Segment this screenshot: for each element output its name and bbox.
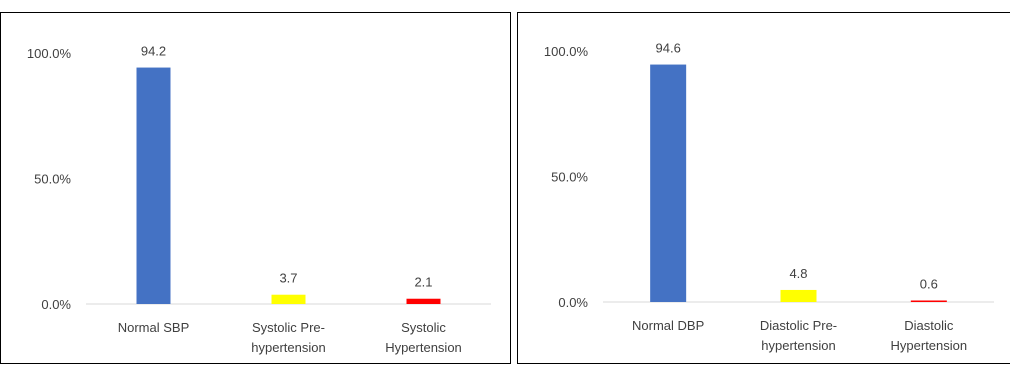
x-tick-label: Diastolic [904, 318, 954, 333]
bar [780, 289, 817, 302]
y-tick-label: 100.0% [27, 46, 72, 61]
bar [406, 298, 441, 304]
x-tick-label: Normal SBP [118, 320, 190, 335]
chart-systolic-svg: 0.0% 50.0% 100.0% 94.2 Normal SBP 3.7 Systolic… [27, 44, 491, 355]
chart-systolic: 0.0% 50.0% 100.0% 94.2 Normal SBP 3.7 Systolic… [0, 12, 511, 364]
data-label: 3.7 [279, 271, 297, 286]
x-tick-label: Diastolic Pre- [760, 318, 837, 333]
bar [271, 294, 306, 304]
bar [910, 300, 947, 302]
x-tick-label: Normal DBP [632, 318, 704, 333]
chart-diastolic-svg: 0.0% 50.0% 100.0% 94.6 Normal DBP 4.8 Diastoli… [544, 41, 994, 353]
y-tick-label: 50.0% [34, 172, 71, 187]
y-tick-label: 50.0% [551, 170, 588, 185]
bar [650, 64, 687, 302]
x-tick-label: Systolic [401, 320, 446, 335]
chart-diastolic: 0.0% 50.0% 100.0% 94.6 Normal DBP 4.8 Diastoli… [517, 12, 1010, 364]
x-tick-label: hypertension [251, 340, 325, 355]
x-tick-label: Hypertension [891, 338, 968, 353]
y-tick-label: 0.0% [558, 295, 588, 310]
data-label: 94.6 [656, 41, 681, 56]
x-tick-label: Hypertension [385, 340, 462, 355]
x-tick-label: Systolic Pre- [252, 320, 325, 335]
data-label: 4.8 [789, 266, 807, 281]
y-tick-label: 0.0% [41, 297, 71, 312]
data-label: 94.2 [141, 44, 166, 59]
bar [136, 67, 171, 304]
data-label: 0.6 [920, 276, 938, 291]
x-tick-label: hypertension [761, 338, 835, 353]
y-tick-label: 100.0% [544, 44, 589, 59]
data-label: 2.1 [414, 275, 432, 290]
